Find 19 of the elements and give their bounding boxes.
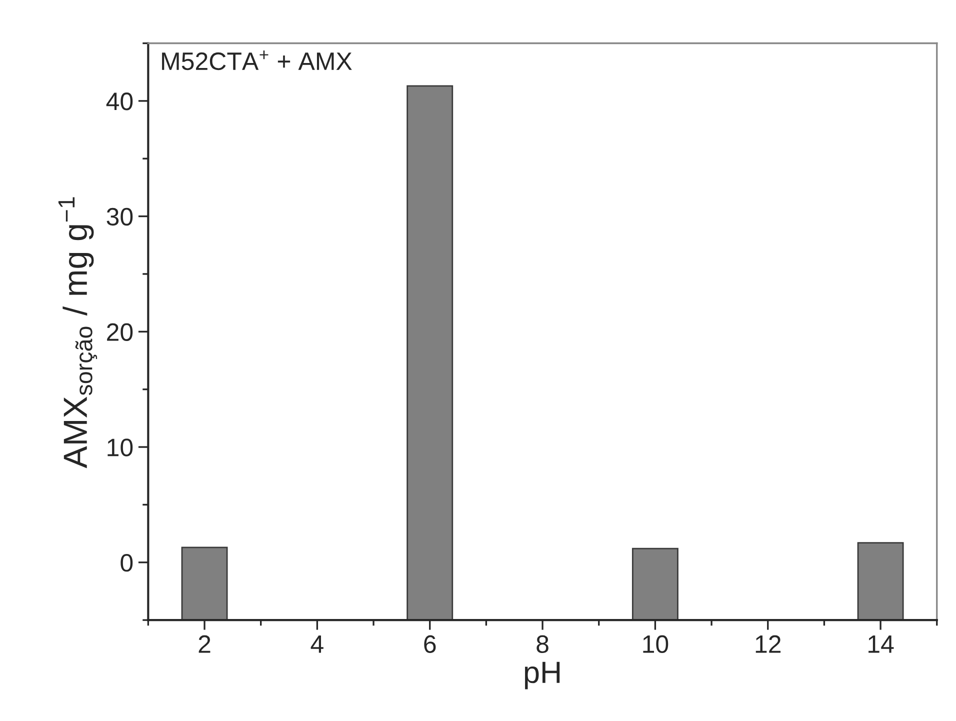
y-tick-label: 20 xyxy=(107,323,133,341)
x-tick-label: 10 xyxy=(643,635,668,654)
x-tick-label: 6 xyxy=(424,635,436,654)
bar xyxy=(632,548,678,620)
x-axis-title: pH xyxy=(524,662,560,690)
y-tick-label: 40 xyxy=(106,92,133,110)
y-tick-label: 30 xyxy=(106,208,133,226)
y-tick-label: 10 xyxy=(108,438,133,456)
x-tick-label: 2 xyxy=(198,635,210,653)
x-tick-label: 4 xyxy=(310,636,324,653)
y-axis-title: AMX$_{sorção}$ / mg g$^{−1}$ xyxy=(58,197,98,468)
bar xyxy=(857,542,904,620)
y-tick-label: 0 xyxy=(120,554,133,572)
x-tick-label: 8 xyxy=(536,635,548,654)
bar xyxy=(181,546,228,620)
annotation: M52CTA$^{+}$ + AMX xyxy=(162,50,352,70)
bar xyxy=(406,85,454,620)
x-tick-label: 12 xyxy=(756,635,781,653)
x-tick-label: 14 xyxy=(868,636,894,653)
